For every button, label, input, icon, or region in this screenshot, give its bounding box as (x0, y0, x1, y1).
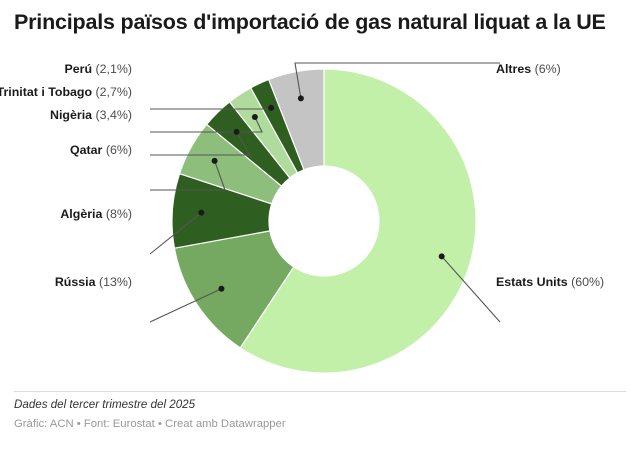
footer-divider (14, 391, 626, 392)
leader-dot-qatar (211, 157, 218, 164)
slice-label-altres: Altres (6%) (496, 63, 561, 75)
slice-label-algeria: Algèria (8%) (60, 208, 132, 220)
slice-label-altres-pct: (6%) (534, 62, 561, 76)
slice-label-russia-pct: (13%) (98, 275, 132, 289)
leader-line-qatar (150, 160, 226, 191)
slice-label-nigeria: Nigèria (3,4%) (50, 109, 132, 121)
slice-label-trinitat-name: Trinitat i Tobago (0, 85, 93, 99)
leader-dot-r-ssia (218, 285, 225, 292)
donut-chart: Perú (2,1%) Trinitat i Tobago (2,7%) Nig… (0, 40, 640, 390)
leader-dot-trinitat-i-tobago (251, 114, 258, 121)
slice-label-russia: Rússia (13%) (55, 276, 132, 288)
slice-labels: Perú (2,1%) Trinitat i Tobago (2,7%) Nig… (0, 40, 640, 390)
leader-dot-alg-ria (198, 209, 205, 216)
slice-label-estats-units-name: Estats Units (496, 275, 568, 289)
slice-label-russia-name: Rússia (54, 275, 96, 289)
leader-line-trinitat-i-tobago (150, 116, 263, 133)
slice-label-qatar-pct: (6%) (105, 143, 132, 157)
slice-label-algeria-pct: (8%) (105, 207, 132, 221)
slice-label-trinitat: Trinitat i Tobago (2,7%) (0, 86, 132, 98)
donut-chart-svg (149, 62, 501, 374)
leader-dot-altres (297, 95, 304, 102)
footer: Dades del tercer trimestre del 2025 Gràf… (14, 396, 626, 433)
leader-dot-per- (268, 104, 275, 111)
slice-label-nigeria-pct: (3,4%) (95, 108, 133, 122)
slice-label-peru-name: Perú (64, 62, 93, 76)
slice-label-altres-name: Altres (496, 62, 532, 76)
donut-slices (171, 68, 477, 374)
slice-label-algeria-name: Algèria (60, 207, 103, 221)
slice-label-qatar: Qatar (6%) (70, 144, 132, 156)
leader-line-altres (294, 62, 500, 99)
slice-label-nigeria-name: Nigèria (50, 108, 93, 122)
slice-label-peru: Perú (2,1%) (65, 63, 133, 75)
leader-dot-nig-ria (233, 128, 240, 135)
page-title: Principals països d'importació de gas na… (14, 10, 606, 34)
slice-label-qatar-name: Qatar (70, 143, 103, 157)
donut-slice-altres[interactable] (267, 68, 325, 171)
leader-line-estats-units (441, 255, 501, 323)
slice-label-estats-units: Estats Units (60%) (496, 276, 604, 288)
slice-label-peru-pct: (2,1%) (95, 62, 133, 76)
leader-line-alg-ria (149, 212, 202, 255)
leader-lines (149, 62, 501, 323)
footer-credit: Gràfic: ACN • Font: Eurostat • Creat amb… (14, 418, 286, 431)
leader-dot-estats-units (438, 253, 445, 260)
donut-slice-estats-units[interactable] (239, 68, 477, 374)
slice-label-trinitat-pct: (2,7%) (95, 85, 133, 99)
footer-note: Dades del tercer trimestre del 2025 (14, 398, 196, 411)
leader-line-r-ssia (149, 288, 222, 323)
slice-label-estats-units-pct: (60%) (571, 275, 605, 289)
leader-line-nig-ria (150, 131, 251, 156)
